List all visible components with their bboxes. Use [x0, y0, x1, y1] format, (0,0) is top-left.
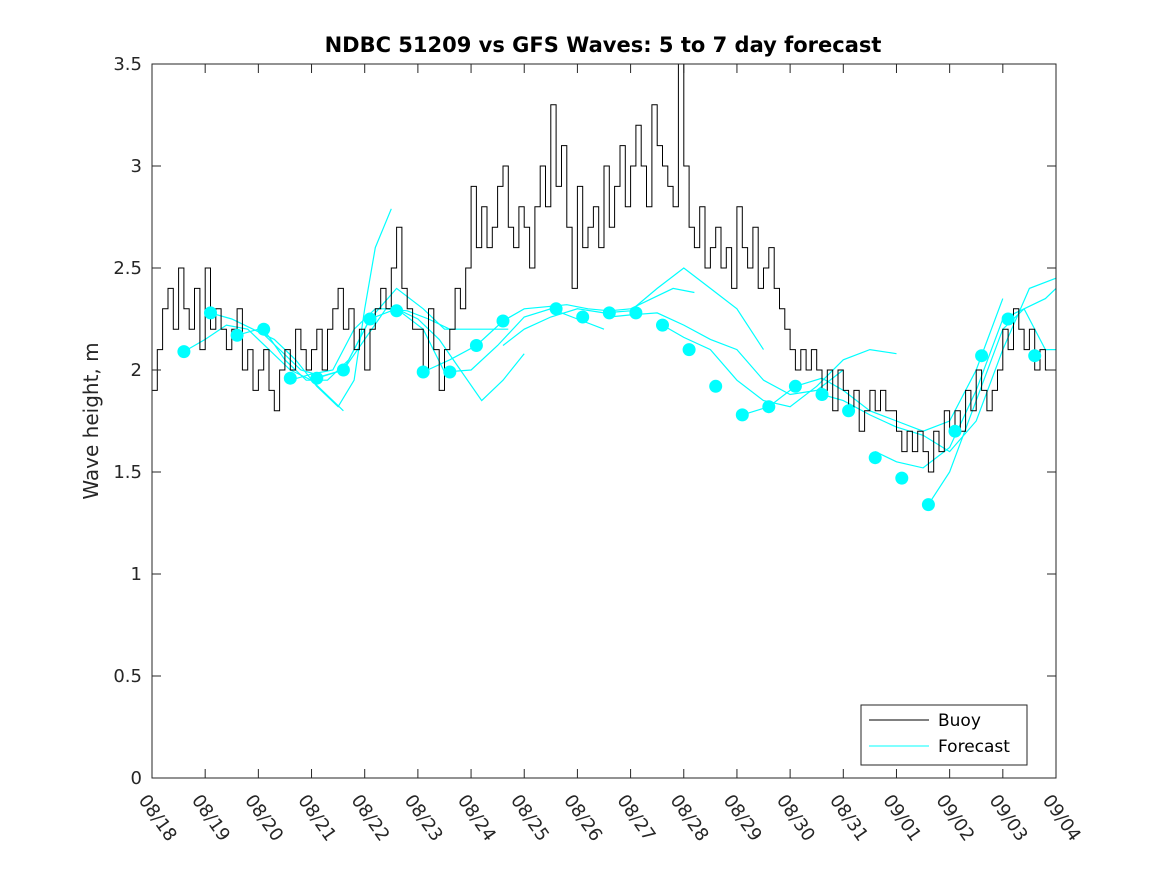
legend-box	[860, 704, 1028, 766]
x-tick-label: 08/24	[453, 791, 500, 846]
x-tick-label: 08/31	[825, 791, 872, 846]
forecast-point	[443, 365, 457, 379]
y-tick-label: 2	[131, 360, 142, 381]
forecast-point	[842, 404, 856, 418]
forecast-point	[363, 312, 377, 326]
forecast-point	[868, 451, 882, 465]
x-tick-label: 08/21	[293, 791, 340, 846]
forecast-run-line-9	[609, 312, 844, 396]
forecast-point	[815, 388, 829, 401]
plot-frame	[151, 63, 1057, 779]
x-tick-label: 08/28	[666, 791, 713, 846]
y-tick-label: 0	[131, 768, 142, 789]
legend: Buoy Forecast	[860, 704, 1028, 766]
forecast-point	[788, 379, 802, 393]
forecast-point	[629, 306, 643, 320]
forecast-point	[496, 314, 510, 328]
x-tick-label: 09/02	[932, 791, 979, 846]
y-tick-label: 1.5	[113, 462, 142, 483]
buoy-series-line	[152, 63, 1056, 473]
x-tick-label: 09/04	[1038, 791, 1085, 846]
x-tick-label: 08/26	[559, 791, 606, 846]
forecast-point	[177, 345, 191, 359]
forecast-point	[709, 379, 723, 393]
forecast-point	[230, 328, 244, 342]
forecast-point	[921, 498, 935, 512]
forecast-point	[975, 349, 989, 363]
x-tick-label: 08/29	[719, 791, 766, 846]
x-tick-label: 09/01	[878, 791, 925, 846]
forecast-point	[549, 302, 563, 316]
forecast-run-line-10	[662, 324, 897, 408]
forecast-point	[948, 424, 962, 438]
y-axis-label: Wave height, m	[79, 342, 103, 499]
chart-title: NDBC 51209 vs GFS Waves: 5 to 7 day fore…	[325, 33, 882, 57]
forecast-point	[257, 322, 271, 336]
forecast-point	[602, 306, 616, 320]
y-tick-label: 1	[131, 564, 142, 585]
y-tick-label: 3.5	[113, 54, 142, 75]
forecast-point	[416, 365, 430, 379]
x-tick-label: 08/23	[400, 791, 447, 846]
legend-forecast-label: Forecast	[938, 737, 1010, 757]
y-tick-label: 3	[131, 156, 142, 177]
forecast-point	[469, 339, 483, 352]
forecast-run-line-12	[821, 277, 1057, 453]
x-tick-label: 08/27	[613, 791, 660, 846]
forecast-point	[390, 304, 404, 318]
forecast-point	[283, 371, 297, 385]
forecast-point	[1001, 312, 1015, 326]
legend-buoy-label: Buoy	[938, 711, 981, 731]
x-tick-label: 08/30	[772, 791, 819, 846]
forecast-point	[895, 471, 909, 485]
x-tick-label: 08/20	[240, 791, 287, 846]
forecast-run-line-2	[210, 208, 392, 408]
x-tick-label: 08/19	[187, 791, 234, 846]
x-tick-label: 09/03	[985, 791, 1032, 846]
forecast-point	[682, 343, 696, 357]
forecast-run-line-5	[290, 308, 525, 402]
forecast-point	[656, 318, 669, 332]
forecast-run-line-1	[183, 324, 344, 412]
forecast-point	[310, 371, 324, 385]
forecast-point	[1028, 349, 1042, 363]
forecast-point	[204, 306, 217, 320]
forecast-point	[576, 310, 590, 324]
x-tick-label: 08/22	[347, 791, 394, 846]
y-tick-label: 0.5	[113, 666, 142, 687]
forecast-point	[735, 408, 749, 422]
forecast-point	[762, 400, 776, 414]
y-tick-label: 2.5	[113, 258, 142, 279]
x-tick-label: 08/25	[506, 791, 553, 846]
forecast-point	[336, 363, 350, 377]
x-tick-label: 08/18	[134, 791, 181, 846]
